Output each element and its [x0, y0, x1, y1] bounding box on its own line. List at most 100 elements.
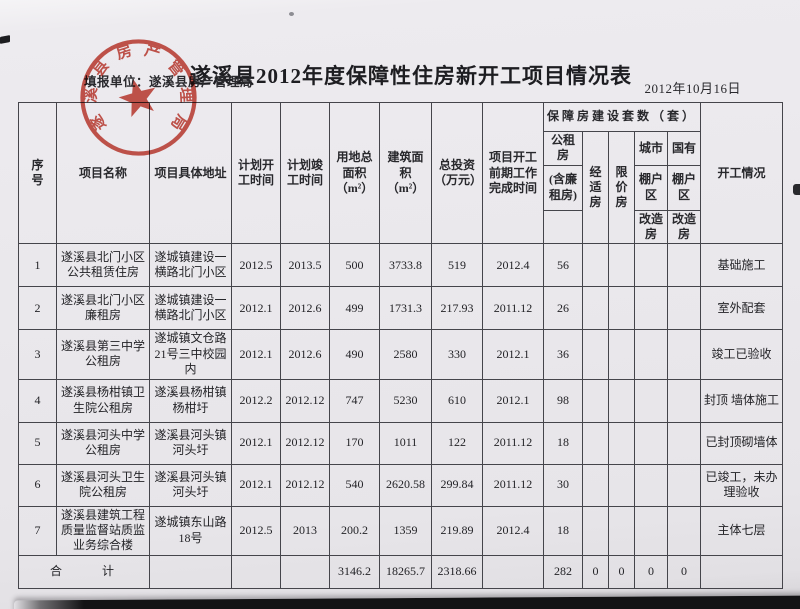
- cell-investment: 610: [431, 378, 483, 423]
- cell-seq: 7: [18, 505, 57, 556]
- header-seq: 序 号: [18, 101, 57, 245]
- cell-status: 已竣工，未办 理验收: [700, 463, 784, 507]
- total-cell-price-capped: 0: [608, 554, 635, 589]
- total-cell-status: [700, 554, 784, 589]
- table-row: 2 遂溪县北门小区 廉租房 遂城镇建设一 横路北门小区 2012.1 2012.6 499…: [18, 286, 784, 331]
- total-cell-plan-finish: [280, 554, 330, 589]
- projects-table: 序 号 项目名称 项目具体地址 计划开 工时间 计划竣 工时间 用地总 面积 （…: [18, 101, 784, 589]
- cell-project-name: 遂溪县建筑工程 质量监督站质监 业务综合楼: [56, 505, 150, 556]
- cell-state-shanty: [666, 463, 702, 507]
- table-row: 6 遂溪县河头卫生 院公租房 遂溪县河头镇 河头圩 2012.1 2012.12 540 2…: [18, 463, 784, 507]
- table-header: 序 号 项目名称 项目具体地址 计划开 工时间 计划竣 工时间 用地总 面积 （…: [18, 101, 784, 245]
- cell-seq: 4: [18, 378, 57, 423]
- cell-public-rental: 36: [543, 329, 583, 380]
- cell-prework-time: 2012.4: [482, 505, 544, 556]
- cell-price-capped: [608, 505, 635, 556]
- cell-price-capped: [608, 329, 635, 380]
- table-body: 1 遂溪县北门小区 公共租赁住房 遂城镇建设一 横路北门小区 2012.5 2013.5…: [18, 243, 784, 556]
- cell-investment: 122: [431, 421, 483, 465]
- cell-prework-time: 2012.1: [482, 329, 544, 380]
- cell-price-capped: [608, 378, 635, 423]
- cell-plan-finish: 2012.6: [280, 329, 330, 380]
- cell-land-area: 200.2: [329, 505, 380, 556]
- cell-project-address: 遂溪县河头镇 河头圩: [149, 463, 232, 507]
- header-state-shanty-mid: 棚户 区: [666, 164, 702, 211]
- header-investment: 总投资 （万元）: [431, 101, 483, 245]
- cell-land-area: 499: [329, 286, 380, 331]
- cell-land-area: 490: [329, 329, 380, 380]
- total-cell-project-address: [149, 554, 232, 589]
- cell-plan-finish: 2013: [280, 505, 330, 556]
- cell-status: 基础施工: [700, 243, 784, 288]
- cell-investment: 217.93: [431, 286, 483, 331]
- header-floor-area: 建筑面 积 （m²）: [379, 101, 432, 245]
- cell-urban-shanty: [634, 463, 668, 507]
- total-cell-plan-start: [231, 554, 281, 589]
- document-title: 遂溪县2012年度保障性住房新开工项目情况表: [190, 64, 632, 89]
- cell-floor-area: 1011: [379, 421, 432, 465]
- cell-public-rental: 56: [543, 243, 583, 288]
- total-cell-state-shanty: 0: [666, 554, 702, 589]
- header-prework-time: 项目开工 前期工作 完成时间: [482, 101, 544, 245]
- cell-status: 主体七层: [700, 505, 784, 556]
- cell-public-rental: 30: [543, 463, 583, 507]
- table-row: 5 遂溪县河头中学 公租房 遂溪县河头镇 河头圩 2012.1 2012.12 170 10…: [18, 421, 784, 465]
- cell-public-rental: 98: [543, 378, 583, 423]
- header-plan-finish: 计划竣 工时间: [280, 101, 330, 245]
- cell-plan-start: 2012.1: [231, 329, 281, 380]
- cell-seq: 3: [18, 329, 57, 380]
- cell-affordable: [582, 463, 609, 507]
- header-urban-shanty: 城市: [634, 131, 668, 166]
- cell-affordable: [582, 421, 609, 465]
- cell-affordable: [582, 286, 609, 331]
- cell-project-name: 遂溪县第三中学 公租房: [56, 329, 150, 380]
- cell-prework-time: 2011.12: [482, 463, 544, 507]
- table-footer: 合 计 3146.2 18265.7 2318.66 282 0 0 0 0: [18, 554, 784, 589]
- cell-project-name: 遂溪县河头中学 公租房: [56, 421, 150, 465]
- cell-investment: 219.89: [431, 505, 483, 556]
- report-date: 2012年10月16日: [644, 81, 741, 96]
- cell-plan-start: 2012.1: [231, 463, 281, 507]
- cell-prework-time: 2011.12: [482, 421, 544, 465]
- cell-seq: 1: [18, 243, 57, 288]
- cell-status: 竣工已验收: [700, 329, 784, 380]
- cell-state-shanty: [666, 505, 702, 556]
- cell-state-shanty: [666, 329, 702, 380]
- cell-floor-area: 5230: [379, 378, 432, 423]
- cell-plan-finish: 2013.5: [280, 243, 330, 288]
- cell-plan-start: 2012.1: [231, 421, 281, 465]
- header-affordable: 经 适 房: [582, 130, 609, 245]
- scan-artifact-mark: [0, 35, 10, 44]
- cell-project-name: 遂溪县北门小区 廉租房: [56, 286, 150, 331]
- cell-urban-shanty: [634, 378, 668, 423]
- cell-project-address: 遂城镇建设一 横路北门小区: [149, 243, 232, 288]
- cell-seq: 6: [18, 463, 57, 507]
- table-row: 7 遂溪县建筑工程 质量监督站质监 业务综合楼 遂城镇东山路 18号 2012.5 20…: [18, 505, 784, 556]
- cell-status: 封顶 墙体施工: [700, 378, 784, 423]
- table-row: 3 遂溪县第三中学 公租房 遂城镇文仓路 21号三中校园 内 2012.1 2012.6…: [18, 329, 784, 380]
- cell-plan-start: 2012.2: [231, 378, 281, 423]
- cell-land-area: 170: [329, 421, 380, 465]
- cell-land-area: 500: [329, 243, 380, 288]
- total-cell-affordable: 0: [582, 554, 609, 589]
- cell-plan-start: 2012.1: [231, 286, 281, 331]
- total-cell-investment: 2318.66: [431, 554, 483, 589]
- cell-floor-area: 2620.58: [379, 463, 432, 507]
- total-cell-land-area: 3146.2: [329, 554, 380, 589]
- header-urban-shanty-bot: 改造 房: [634, 209, 668, 245]
- cell-urban-shanty: [634, 505, 668, 556]
- total-cell-prework-time: [482, 554, 544, 589]
- cell-project-address: 遂城镇东山路 18号: [149, 505, 232, 556]
- report-unit-label: 填报单位：遂溪县房产管理局: [84, 75, 254, 89]
- total-label: 合 计: [18, 554, 150, 589]
- total-row: 合 计 3146.2 18265.7 2318.66 282 0 0 0 0: [18, 554, 784, 589]
- header-status: 开工情况: [700, 101, 784, 245]
- cell-urban-shanty: [634, 286, 668, 331]
- cell-price-capped: [608, 421, 635, 465]
- cell-plan-start: 2012.5: [231, 505, 281, 556]
- header-state-shanty-bot: 改造 房: [666, 209, 702, 245]
- cell-project-name: 遂溪县杨柑镇卫 生院公租房: [56, 378, 150, 423]
- header-project-name: 项目名称: [56, 101, 150, 245]
- cell-affordable: [582, 243, 609, 288]
